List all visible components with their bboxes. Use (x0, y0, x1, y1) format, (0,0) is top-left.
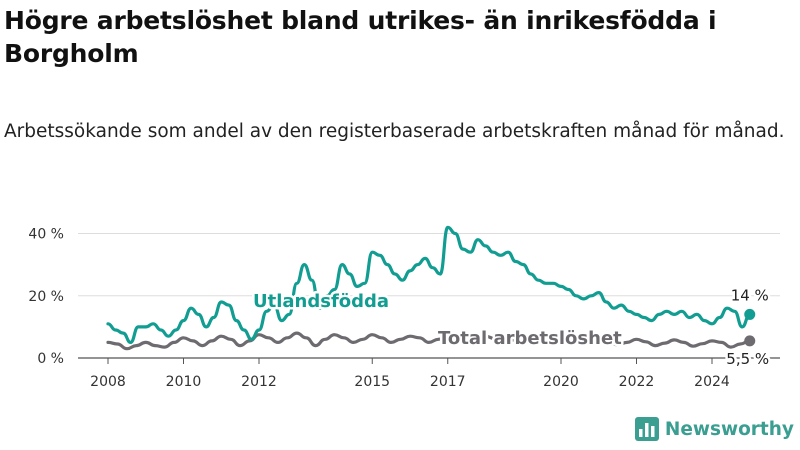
brand-name: Newsworthy (664, 418, 794, 440)
x-tick-label: 2024 (694, 374, 730, 390)
end-point-total (744, 335, 756, 347)
y-tick-label: 0 % (37, 351, 64, 367)
y-tick-label: 40 % (28, 227, 64, 243)
chart-subtitle: Arbetssökande som andel av den registerb… (4, 121, 785, 142)
series-label-utlandsfodda: Utlandsfödda (253, 291, 389, 312)
chart-title: Högre arbetslöshet bland utrikes- än inr… (4, 6, 717, 68)
series-labels: Utlandsfödda Total arbetslöshet 14 % 5,5 % (251, 284, 772, 370)
x-tick-label: 2020 (543, 374, 579, 390)
x-tick-label: 2010 (166, 374, 202, 390)
y-axis-ticks: 0 % 20 % 40 % (28, 227, 64, 368)
series-lines (106, 225, 756, 351)
end-value-total: 5,5 % (726, 350, 769, 368)
end-value-utlandsfodda: 14 % (731, 286, 769, 304)
series-label-total: Total arbetslöshet (438, 328, 622, 349)
series-line-total (106, 331, 752, 351)
y-tick-label: 20 % (28, 289, 64, 305)
newsworthy-logo[interactable]: Newsworthy (634, 416, 794, 442)
x-tick-label: 2022 (619, 374, 655, 390)
series-line-utlandsfodda (106, 225, 752, 344)
bar-chart-logo-icon (634, 417, 659, 441)
x-tick-label: 2008 (90, 374, 126, 390)
x-tick-label: 2015 (354, 374, 390, 390)
x-axis: 2008 2010 2012 2015 2017 2020 2022 2024 (78, 357, 780, 390)
x-tick-label: 2012 (241, 374, 277, 390)
end-point-utlandsfodda (744, 308, 756, 320)
x-tick-label: 2017 (430, 374, 466, 390)
